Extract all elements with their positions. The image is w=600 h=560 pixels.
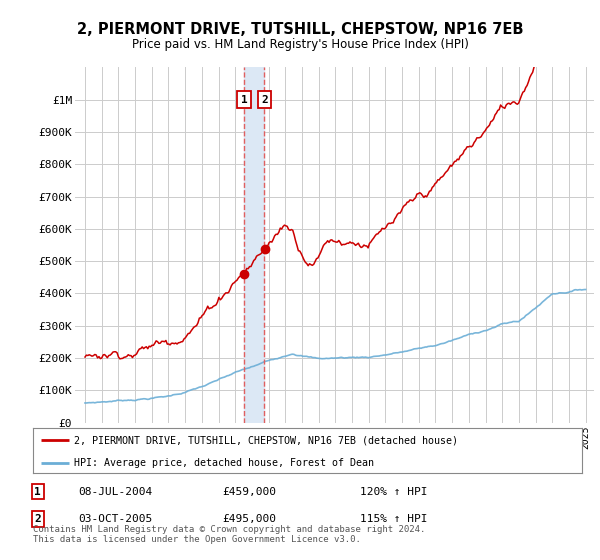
Text: £495,000: £495,000 <box>222 514 276 524</box>
Text: £459,000: £459,000 <box>222 487 276 497</box>
Text: 2: 2 <box>261 95 268 105</box>
Bar <box>244 67 265 423</box>
Text: 120% ↑ HPI: 120% ↑ HPI <box>360 487 427 497</box>
Text: 2, PIERMONT DRIVE, TUTSHILL, CHEPSTOW, NP16 7EB: 2, PIERMONT DRIVE, TUTSHILL, CHEPSTOW, N… <box>77 22 523 38</box>
Text: HPI: Average price, detached house, Forest of Dean: HPI: Average price, detached house, Fore… <box>74 458 374 468</box>
Text: 1: 1 <box>34 487 41 497</box>
Text: 2: 2 <box>34 514 41 524</box>
Text: Contains HM Land Registry data © Crown copyright and database right 2024.
This d: Contains HM Land Registry data © Crown c… <box>33 525 425 544</box>
Text: Price paid vs. HM Land Registry's House Price Index (HPI): Price paid vs. HM Land Registry's House … <box>131 38 469 51</box>
Text: 2, PIERMONT DRIVE, TUTSHILL, CHEPSTOW, NP16 7EB (detached house): 2, PIERMONT DRIVE, TUTSHILL, CHEPSTOW, N… <box>74 436 458 446</box>
Text: 03-OCT-2005: 03-OCT-2005 <box>78 514 152 524</box>
Text: 115% ↑ HPI: 115% ↑ HPI <box>360 514 427 524</box>
Text: 08-JUL-2004: 08-JUL-2004 <box>78 487 152 497</box>
Text: 1: 1 <box>241 95 247 105</box>
